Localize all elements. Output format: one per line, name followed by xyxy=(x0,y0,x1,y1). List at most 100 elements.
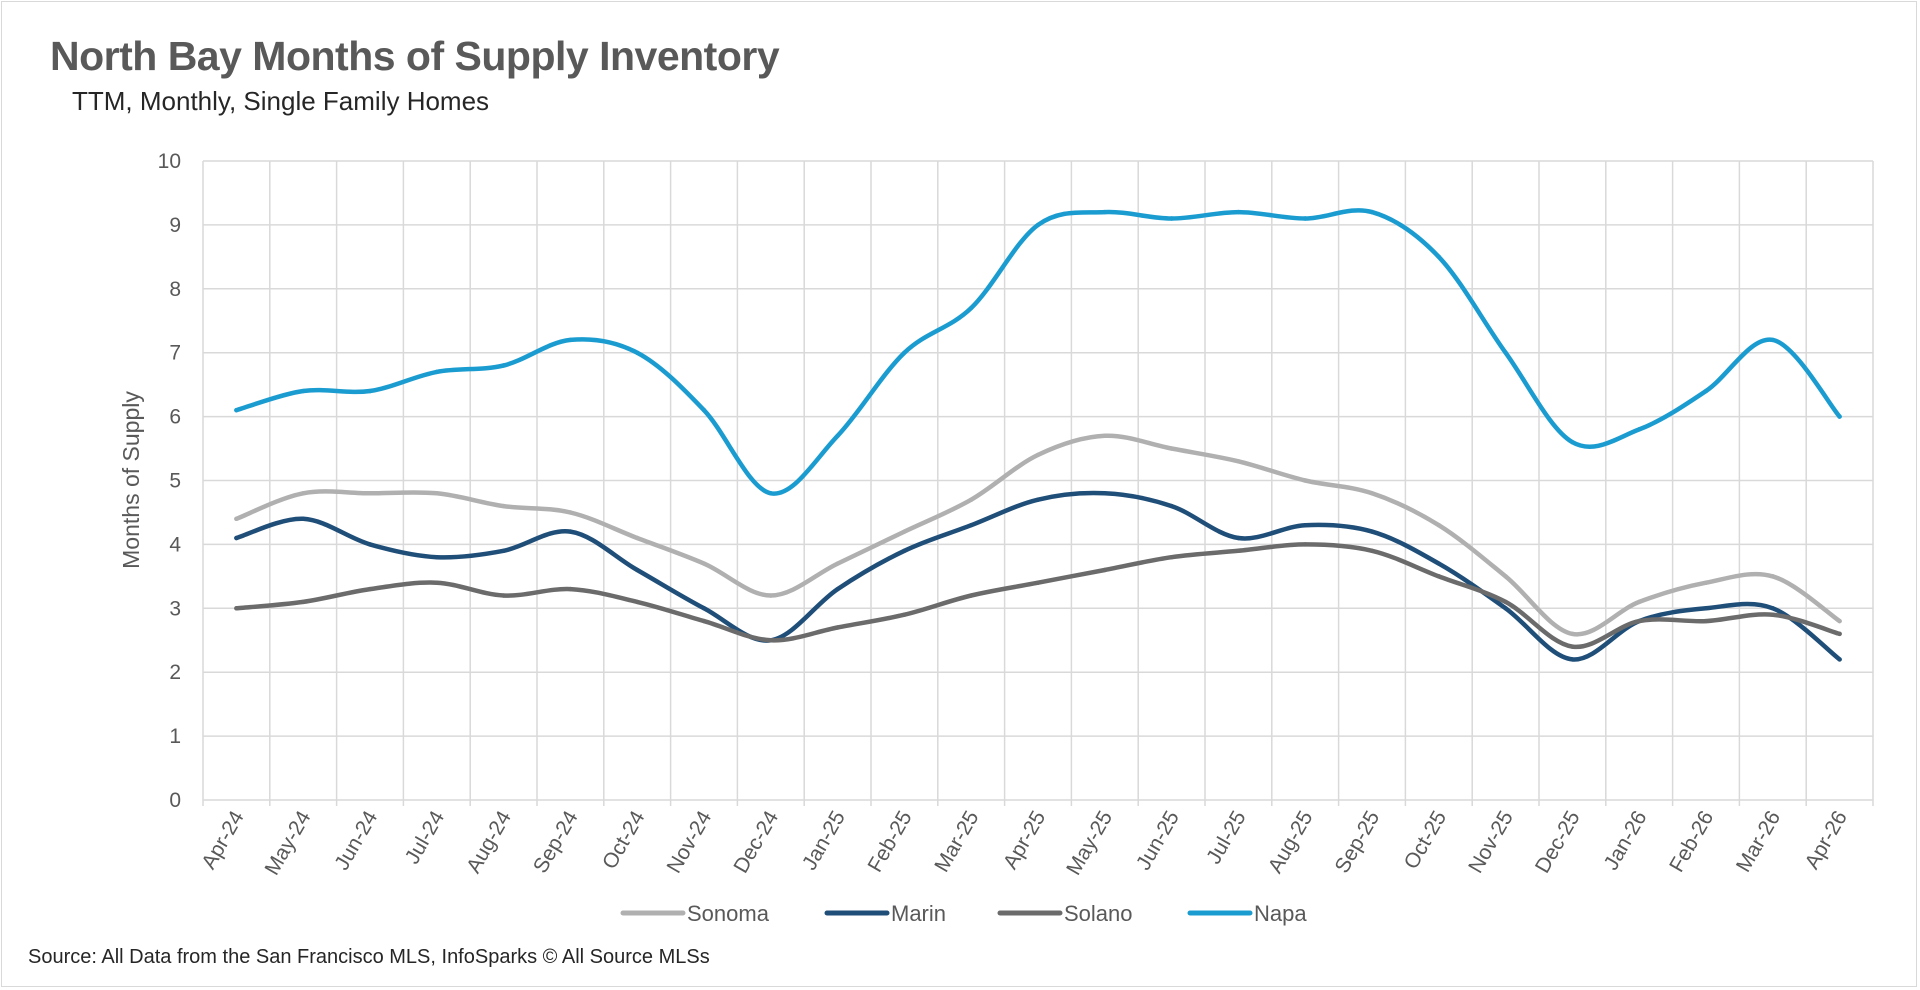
data-point-marin xyxy=(1837,657,1842,662)
data-point-marin xyxy=(1303,523,1308,528)
gridlines xyxy=(202,160,1874,806)
y-tick-label: 6 xyxy=(169,406,181,429)
legend-item-solano: Solano xyxy=(997,901,1133,926)
data-point-napa xyxy=(1169,216,1174,221)
data-point-solano xyxy=(1436,574,1442,579)
x-tick-label: May-25 xyxy=(1062,807,1117,879)
data-point-sonoma xyxy=(1169,446,1174,451)
data-point-marin xyxy=(1102,491,1108,496)
data-point-napa xyxy=(367,388,373,394)
data-point-solano xyxy=(1637,618,1642,624)
x-tick-label: Jul-24 xyxy=(401,807,450,868)
series-line-solano xyxy=(234,542,1842,649)
data-point-sonoma xyxy=(367,491,373,496)
data-point-napa xyxy=(234,408,239,413)
data-point-marin xyxy=(1236,535,1241,541)
data-point-marin xyxy=(701,606,707,611)
series-line-sonoma xyxy=(234,433,1842,637)
data-point-solano xyxy=(701,618,707,624)
data-point-napa xyxy=(969,305,974,311)
data-point-napa xyxy=(1503,350,1508,355)
data-point-marin xyxy=(1169,503,1174,509)
legend-item-marin: Marin xyxy=(824,901,946,926)
data-point-napa xyxy=(768,491,773,496)
y-tick-label: 2 xyxy=(169,661,181,684)
y-tick-label: 7 xyxy=(169,342,181,365)
data-point-sonoma xyxy=(1570,631,1575,637)
y-axis-label: Months of Supply xyxy=(118,391,144,569)
x-tick-label: Oct-24 xyxy=(598,807,650,873)
data-point-solano xyxy=(902,612,907,617)
y-tick-label: 1 xyxy=(169,725,181,748)
y-tick-label: 8 xyxy=(169,278,181,301)
x-axis-ticks: Apr-24 May-24 Jun-24 Jul-24 Aug-24 Sep-24 Oct-… xyxy=(197,807,1852,879)
data-point-sonoma xyxy=(1236,459,1241,464)
data-point-napa xyxy=(1637,427,1642,432)
legend-label: Solano xyxy=(1064,901,1133,926)
series-line-marin xyxy=(234,490,1842,662)
data-point-marin xyxy=(1770,606,1776,611)
data-point-marin xyxy=(1570,657,1575,662)
x-tick-label: Nov-24 xyxy=(663,807,717,877)
data-point-napa xyxy=(635,350,640,355)
x-tick-label: Apr-26 xyxy=(1800,807,1851,873)
data-point-sonoma xyxy=(568,510,573,515)
data-point-napa xyxy=(1303,216,1308,221)
data-point-napa xyxy=(434,369,439,375)
data-point-marin xyxy=(1436,561,1442,566)
data-point-solano xyxy=(234,606,239,611)
data-point-sonoma xyxy=(1369,491,1375,496)
data-point-napa xyxy=(301,388,306,394)
data-point-sonoma xyxy=(701,561,707,566)
x-tick-label: Jul-25 xyxy=(1202,807,1251,868)
x-tick-label: Jan-26 xyxy=(1600,807,1652,874)
data-point-sonoma xyxy=(1770,574,1776,579)
data-point-solano xyxy=(501,593,506,598)
data-point-marin xyxy=(635,567,640,573)
source-note: Source: All Data from the San Francisco … xyxy=(28,946,710,968)
data-point-sonoma xyxy=(1703,580,1709,585)
data-point-solano xyxy=(367,586,373,592)
x-tick-label: Jan-25 xyxy=(798,807,850,874)
data-point-sonoma xyxy=(635,535,640,541)
series-solano xyxy=(234,542,1842,649)
data-point-solano xyxy=(768,638,773,643)
data-point-sonoma xyxy=(1436,523,1442,528)
x-tick-label: Feb-26 xyxy=(1665,807,1718,876)
data-point-solano xyxy=(1303,542,1308,547)
data-point-sonoma xyxy=(1035,452,1041,458)
data-point-marin xyxy=(301,516,306,522)
data-point-napa xyxy=(501,363,506,368)
series-lines xyxy=(234,208,1842,662)
data-point-solano xyxy=(1770,612,1776,617)
x-tick-label: Mar-25 xyxy=(930,807,983,876)
data-point-sonoma xyxy=(1837,618,1842,624)
data-point-solano xyxy=(1236,548,1241,553)
data-point-solano xyxy=(969,593,974,598)
data-point-napa xyxy=(1236,209,1241,215)
data-point-sonoma xyxy=(969,497,974,502)
data-point-sonoma xyxy=(1102,433,1108,438)
data-point-solano xyxy=(1837,631,1842,637)
data-point-solano xyxy=(1503,599,1508,605)
x-tick-label: Mar-26 xyxy=(1732,807,1785,876)
data-point-sonoma xyxy=(234,516,239,522)
data-point-napa xyxy=(1570,439,1575,445)
data-point-marin xyxy=(501,548,506,553)
data-point-sonoma xyxy=(1637,599,1642,605)
data-point-napa xyxy=(1436,254,1442,260)
series-napa xyxy=(234,208,1842,496)
y-axis-ticks: 0 1 2 3 4 5 6 7 8 9 10 xyxy=(158,150,182,812)
data-point-solano xyxy=(635,599,640,605)
legend-label: Sonoma xyxy=(687,901,770,926)
data-point-sonoma xyxy=(835,561,840,566)
data-point-napa xyxy=(1703,388,1709,394)
data-point-marin xyxy=(568,529,573,534)
data-point-marin xyxy=(835,586,840,592)
legend-item-napa: Napa xyxy=(1187,901,1307,926)
data-point-sonoma xyxy=(902,529,907,534)
x-tick-label: Jun-24 xyxy=(330,807,382,874)
x-tick-label: Dec-25 xyxy=(1531,807,1585,877)
